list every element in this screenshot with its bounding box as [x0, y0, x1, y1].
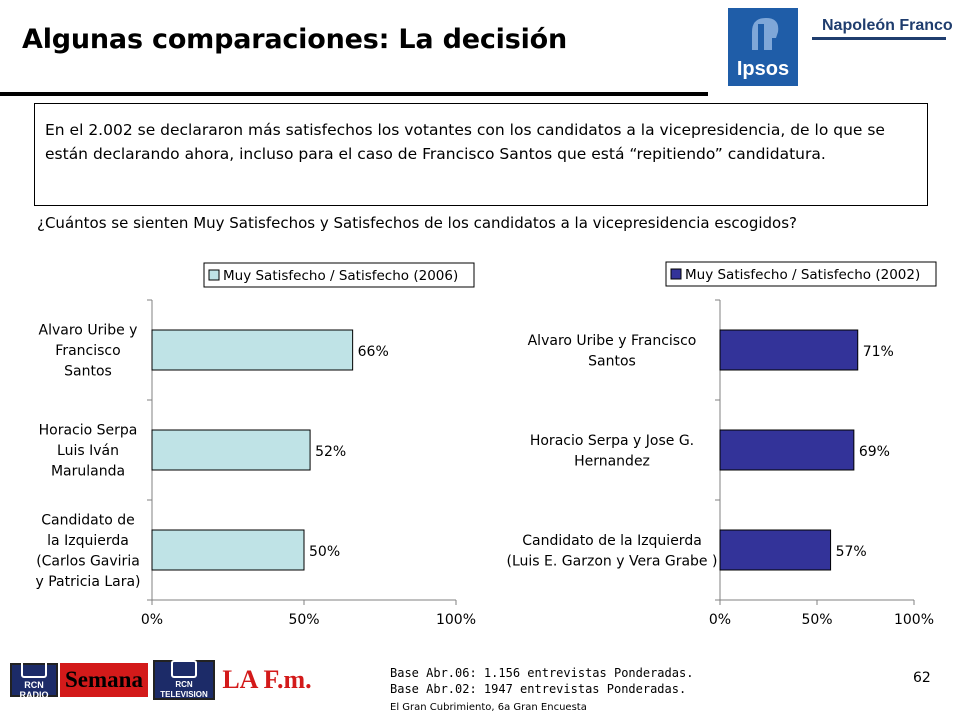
category-label-line: la Izquierda: [47, 533, 129, 549]
brand-underline: [812, 37, 946, 40]
page-number: 62: [913, 670, 931, 686]
bar-2006-1: [151, 429, 311, 471]
lafm-logo: LA F.m.: [220, 662, 314, 698]
legend-label: Muy Satisfecho / Satisfecho (2002): [685, 267, 920, 283]
category-label: Candidato de la Izquierda (Carlos Gaviria y…: [35, 512, 140, 590]
slide-title: Algunas comparaciones: La decisión: [22, 24, 568, 55]
rcn-tv-text: RCN TELEVISION: [160, 680, 208, 699]
legend-box: [665, 261, 937, 287]
rcn-radio-text: RCN RADIO: [19, 680, 49, 700]
category-label: Horacio Serpa Luis Iván Marulanda: [39, 423, 138, 480]
category-label-line: Francisco: [55, 343, 120, 359]
legend-2006: Muy Satisfecho / Satisfecho (2006): [203, 262, 475, 288]
value-label: 52%: [315, 444, 346, 460]
category-label-line: (Carlos Gaviria: [36, 553, 140, 569]
legend-box: [203, 262, 475, 288]
x-tick-label: 100%: [436, 612, 476, 628]
category-label: Horacio Serpa y Jose G. Hernandez: [530, 433, 694, 470]
bar-2002-2: [719, 529, 832, 571]
x-tick-label: 50%: [801, 612, 832, 628]
category-label-line: y Patricia Lara): [35, 574, 140, 590]
category-label-line: Horacio Serpa: [39, 423, 138, 439]
legend-swatch: [670, 268, 682, 280]
brand-name: Napoleón Franco: [822, 17, 953, 34]
base-notes: Base Abr.06: 1.156 entrevistas Ponderada…: [390, 665, 693, 697]
ipsos-wordmark: Ipsos: [736, 58, 790, 80]
category-label-line: Candidato de: [41, 512, 134, 528]
category-label: Candidato de la Izquierda (Luis E. Garzon…: [507, 533, 718, 570]
category-label-line: Horacio Serpa y Jose G.: [530, 433, 694, 449]
chart-2006: Muy Satisfecho / Satisfecho (2006) 0% 50% 1…: [35, 262, 476, 628]
legend-2002: Muy Satisfecho / Satisfecho (2002): [665, 261, 937, 287]
bar-2002-1: [719, 429, 855, 471]
question-text: ¿Cuántos se sienten Muy Satisfechos y Sa…: [37, 214, 798, 232]
intro-text: En el 2.002 se declararon más satisfecho…: [45, 121, 885, 163]
base-note-2006: Base Abr.06: 1.156 entrevistas Ponderada…: [390, 666, 694, 680]
category-label: Alvaro Uribe y Francisco Santos: [39, 323, 138, 380]
rcn-radio-logo: RCN RADIO: [10, 660, 58, 700]
category-label-line: Alvaro Uribe y Francisco: [528, 333, 697, 349]
value-label: 71%: [863, 344, 894, 360]
ipsos-logo: Ipsos: [728, 8, 798, 86]
chart-2002: Muy Satisfecho / Satisfecho (2002) 0% 50% 1…: [507, 261, 937, 628]
category-label-line: Luis Iván: [57, 443, 119, 459]
title-divider: [0, 92, 708, 96]
bar-2006-2: [151, 529, 305, 571]
x-tick-label: 0%: [141, 612, 163, 628]
ipsos-head-icon: [752, 18, 779, 50]
category-label-line: Alvaro Uribe y: [39, 323, 138, 339]
legend-label: Muy Satisfecho / Satisfecho (2006): [223, 268, 458, 284]
x-tick-label: 0%: [709, 612, 731, 628]
legend-swatch: [208, 269, 220, 281]
base-note-2002: Base Abr.02: 1947 entrevistas Ponderadas…: [390, 682, 687, 696]
value-label: 69%: [859, 444, 890, 460]
semana-logo: Semana: [60, 663, 148, 697]
footer-source: El Gran Cubrimiento, 6a Gran Encuesta: [390, 702, 587, 713]
bar-2006-0: [151, 329, 354, 371]
x-tick-label: 50%: [288, 612, 319, 628]
lafm-text: LA F.m.: [222, 665, 312, 694]
semana-text: Semana: [65, 667, 143, 692]
category-label-line: Santos: [64, 364, 112, 380]
value-label: 57%: [836, 544, 867, 560]
category-label: Alvaro Uribe y Francisco Santos: [528, 333, 697, 370]
x-tick-label: 100%: [894, 612, 934, 628]
category-label-line: (Luis E. Garzon y Vera Grabe ): [507, 553, 718, 569]
value-label: 66%: [358, 344, 389, 360]
category-label-line: Santos: [588, 353, 636, 369]
category-label-line: Hernandez: [574, 453, 650, 469]
rcn-tv-logo: RCN TELEVISION: [153, 660, 215, 700]
value-label: 50%: [309, 544, 340, 560]
intro-box: En el 2.002 se declararon más satisfecho…: [34, 103, 928, 206]
bar-2002-0: [719, 329, 859, 371]
category-label-line: Marulanda: [51, 464, 125, 480]
category-label-line: Candidato de la Izquierda: [522, 533, 702, 549]
